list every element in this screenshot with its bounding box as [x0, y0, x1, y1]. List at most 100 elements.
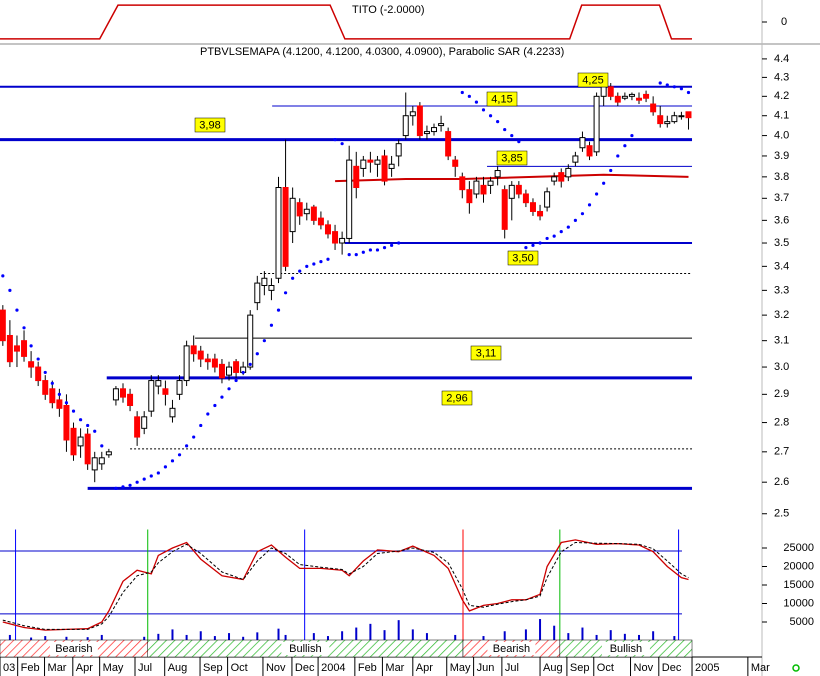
volume-bar: [652, 631, 655, 641]
sar-dot: [679, 87, 684, 91]
trend-label-bg: [487, 642, 536, 655]
candle-body: [664, 121, 671, 125]
x-tick-label: Sep: [203, 662, 223, 674]
level-label: 2,96: [446, 392, 467, 404]
candle-body: [586, 145, 593, 157]
volume-bar: [369, 623, 372, 641]
y-tick-label: 2.6: [774, 476, 789, 488]
sar-dot: [503, 127, 507, 132]
candle-body: [211, 358, 218, 368]
x-tick-label: Apr: [76, 662, 93, 674]
candle-body: [233, 361, 240, 373]
oscillator-line: [2, 541, 689, 630]
sar-dot: [276, 308, 281, 312]
candle-body: [84, 433, 91, 465]
y-tick-label: 3.9: [774, 150, 789, 162]
candle-body: [529, 202, 536, 212]
volume-bar: [86, 637, 89, 641]
sar-dot: [50, 381, 54, 385]
candle-body: [56, 399, 63, 409]
candle-body: [671, 115, 678, 123]
x-tick-label: Sep: [570, 662, 590, 674]
volume-bar: [185, 634, 188, 641]
y-tick-label: 4.3: [774, 71, 789, 83]
candle-body: [346, 159, 353, 239]
sar-dot: [206, 412, 210, 416]
x-tick-label: Jun: [477, 662, 495, 674]
y-tick-label: 15000: [783, 579, 814, 591]
candle-body: [6, 334, 13, 363]
y-tick-label: 4.2: [774, 90, 789, 102]
level-label-box: [577, 72, 609, 88]
volume-bar: [44, 636, 47, 641]
y-tick-label: 3.4: [774, 260, 789, 272]
volume-bar: [256, 632, 259, 641]
trend-label: Bullish: [610, 643, 642, 655]
candle-body: [628, 93, 635, 97]
x-tick-label: Nov: [634, 662, 654, 674]
candle-body: [360, 159, 367, 169]
sar-dot: [573, 218, 577, 222]
candle-body: [70, 427, 77, 456]
x-tick-label: Jul: [138, 662, 152, 674]
y-tick-label: 4.0: [774, 129, 789, 141]
sar-dot: [57, 392, 61, 396]
candle-body: [324, 224, 331, 235]
candle-body: [21, 340, 28, 357]
candle-body: [183, 345, 190, 382]
sar-dot: [375, 248, 380, 252]
candle-body: [367, 159, 374, 163]
x-tick-label: Oct: [597, 662, 614, 674]
candle-body: [558, 172, 565, 182]
sar-dot: [135, 480, 139, 484]
candle-body: [134, 416, 141, 438]
sar-dot: [566, 225, 570, 229]
volume-bar: [100, 634, 103, 641]
sar-dot: [64, 401, 69, 405]
sar-dot: [686, 90, 691, 95]
candle-body: [395, 143, 402, 157]
candle-body: [296, 202, 303, 217]
candle-body: [515, 184, 522, 195]
sar-dot: [587, 203, 592, 207]
sar-dot: [538, 241, 542, 245]
sar-dot: [361, 250, 365, 254]
sar-dot: [658, 81, 662, 85]
candle-body: [268, 285, 275, 291]
sar-dot: [510, 133, 514, 138]
candle-body: [565, 167, 572, 178]
sar-dot: [234, 378, 238, 383]
sar-dot: [241, 370, 245, 375]
volume-bar: [411, 629, 414, 641]
volume-bar: [503, 631, 506, 641]
trend-label: Bearish: [55, 643, 92, 655]
sar-dot: [220, 395, 224, 399]
y-tick-label: 20000: [783, 560, 814, 572]
sar-dot: [333, 138, 337, 142]
candle-body: [169, 407, 176, 418]
volume-bar: [397, 620, 400, 641]
y-tick-label: 4.1: [774, 110, 789, 122]
sar-dot: [43, 370, 47, 375]
candle-body: [28, 361, 35, 368]
candle-body: [579, 137, 586, 149]
y-tick-label: 3.1: [774, 335, 789, 347]
candle-body: [487, 180, 494, 186]
x-tick-label: Nov: [266, 662, 286, 674]
sar-dot: [262, 339, 266, 343]
sar-dot: [340, 142, 344, 146]
candle-body: [473, 180, 480, 195]
oscillator-line: [2, 539, 689, 631]
sar-dot: [71, 409, 76, 413]
volume-bar: [341, 631, 344, 641]
sar-dot: [163, 465, 168, 469]
sar-dot: [347, 252, 351, 257]
sar-dot: [524, 246, 528, 250]
sar-dot: [142, 477, 146, 481]
y-tick-label: 3.7: [774, 192, 789, 204]
candle-body: [381, 155, 388, 182]
sar-dot: [15, 308, 19, 312]
sar-dot: [397, 241, 401, 245]
candle-body: [204, 358, 211, 363]
